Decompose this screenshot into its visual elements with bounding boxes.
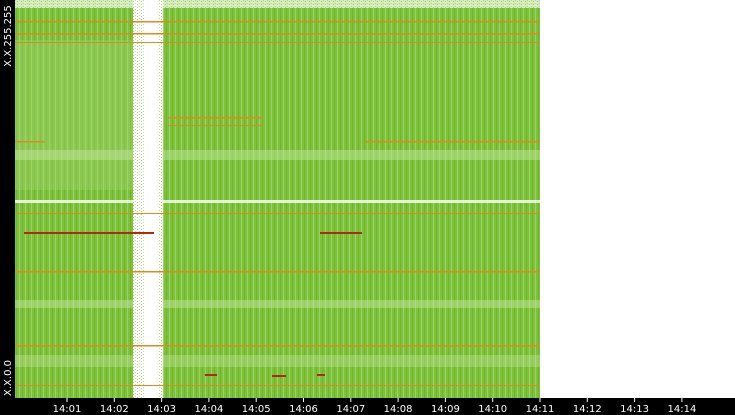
x-tick-label: 14:14 <box>667 404 696 415</box>
x-tick-label: 14:11 <box>526 404 555 415</box>
x-axis-bar <box>0 398 735 415</box>
x-tick-label: 14:02 <box>100 404 129 415</box>
x-tick-label: 14:04 <box>194 404 223 415</box>
x-tick-label: 14:07 <box>336 404 365 415</box>
y-label-bottom: X.X.0.0 <box>3 360 14 396</box>
x-tick-label: 14:03 <box>147 404 176 415</box>
x-tick-label: 14:01 <box>53 404 82 415</box>
x-tick-label: 14:13 <box>620 404 649 415</box>
x-tick-label: 14:10 <box>478 404 507 415</box>
x-tick-label: 14:09 <box>431 404 460 415</box>
y-label-top: X.X.255.255 <box>3 5 14 66</box>
x-tick-label: 14:05 <box>242 404 271 415</box>
x-tick-label: 14:08 <box>384 404 413 415</box>
x-tick-label: 14:12 <box>573 404 602 415</box>
x-tick-label: 14:06 <box>289 404 318 415</box>
heatmap <box>15 0 540 398</box>
y-axis-bar <box>0 0 15 415</box>
